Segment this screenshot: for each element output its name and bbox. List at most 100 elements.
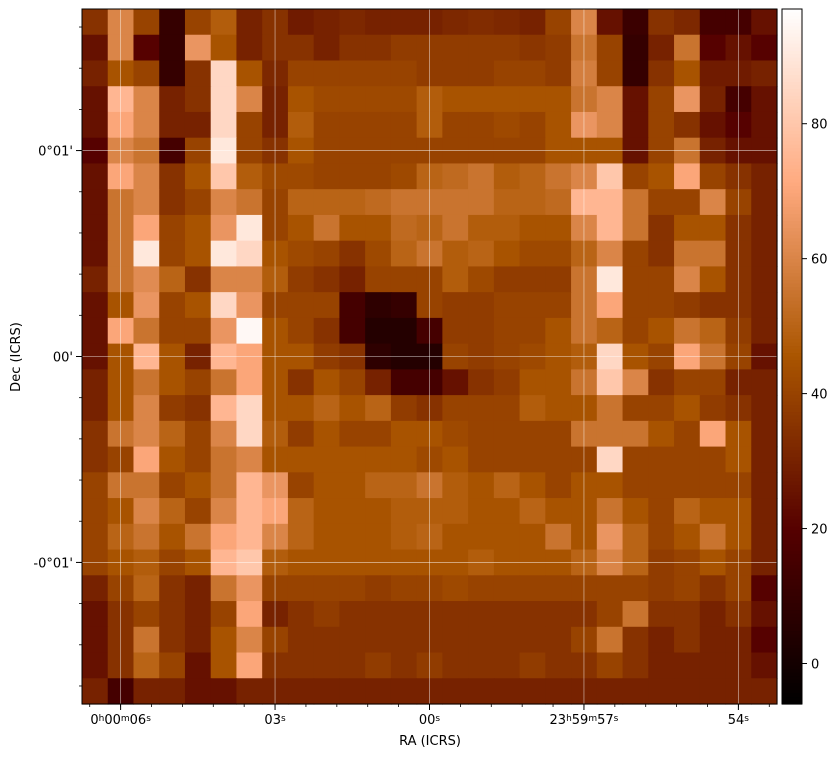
colorbar-segment [782,672,802,677]
heatmap-cell [674,523,701,551]
heatmap-cell [545,240,572,268]
heatmap-cell [287,189,315,216]
colorbar-segment [782,71,802,76]
heatmap-cell [133,317,160,345]
colorbar-segment [782,165,802,170]
colorbar-segment [782,613,802,618]
heatmap-cell [390,60,418,87]
heatmap-cell [365,523,392,551]
heatmap-cell [751,86,778,113]
heatmap-cell [390,420,418,448]
heatmap-cell [82,214,109,242]
heatmap-cell [365,240,392,268]
heatmap-cell [339,446,366,473]
colorbar-segment [782,179,802,184]
heatmap-cell [287,317,315,345]
heatmap-cell [236,523,263,551]
colorbar-segment [782,530,802,535]
colorbar-segment [782,686,802,691]
colorbar-segment [782,311,802,316]
colorbar-segment [782,9,802,14]
heatmap-cell [468,626,495,654]
heatmap-cell [82,9,109,36]
heatmap-cell [365,189,392,216]
colorbar-segment [782,29,802,34]
heatmap-cell [287,214,315,242]
y-tick-label: -0°01' [33,556,73,571]
heatmap-cell [365,446,392,473]
heatmap-cell [648,652,675,679]
heatmap-cell [313,601,341,628]
colorbar-segment [782,651,802,656]
colorbar-segment [782,47,802,52]
colorbar-segment [782,679,802,684]
heatmap-cell [82,111,109,139]
colorbar-segment [782,526,802,531]
heatmap-cell [674,601,701,628]
heatmap-cell [287,601,315,628]
heatmap-cell [210,266,238,293]
colorbar-segment [782,561,802,566]
heatmap-cell [365,601,392,628]
heatmap-cell [699,420,727,448]
heatmap-cell [339,601,366,628]
heatmap-cell [519,369,546,396]
heatmap-cell [313,34,341,62]
colorbar-segment [782,130,802,135]
colorbar-segment [782,335,802,340]
heatmap-cell [390,189,418,216]
colorbar-segment [782,644,802,649]
heatmap-cell [82,446,109,473]
colorbar-segment [782,533,802,538]
heatmap-cell [468,266,495,293]
colorbar-segment [782,189,802,194]
heatmap-cell [596,189,624,216]
heatmap-cell [236,9,263,36]
heatmap-cell [674,292,701,319]
heatmap-cell [159,678,186,705]
heatmap-cell [648,266,675,293]
heatmap-cell [545,498,572,525]
heatmap-cell [236,111,263,139]
heatmap-cell [596,60,624,87]
heatmap-cell [442,292,469,319]
heatmap-cell [210,420,238,448]
heatmap-cell [210,292,238,319]
heatmap-cell [210,652,238,679]
heatmap-cell [596,214,624,242]
heatmap-cell [339,34,366,62]
heatmap-cell [493,86,521,113]
heatmap-cell [468,446,495,473]
heatmap-cell [519,498,546,525]
heatmap-cell [751,34,778,62]
heatmap-cell [184,214,212,242]
colorbar-segment [782,446,802,451]
colorbar-segment [782,168,802,173]
colorbar-segment [782,412,802,417]
heatmap-cell [622,575,649,602]
heatmap-cell [648,292,675,319]
colorbar-segment [782,606,802,611]
heatmap-cell [236,652,263,679]
heatmap-cell [287,266,315,293]
heatmap-cell [622,292,649,319]
colorbar-segment [782,109,802,114]
heatmap-cell [184,9,212,36]
heatmap-cell [674,163,701,190]
heatmap-cell [699,111,727,139]
heatmap-cell [184,575,212,602]
colorbar-segment [782,398,802,403]
heatmap-cell [82,601,109,628]
heatmap-cell [442,60,469,87]
heatmap-cell [699,626,727,654]
colorbar-segment [782,429,802,434]
heatmap-cell [313,9,341,36]
colorbar-segment [782,325,802,330]
heatmap-cell [390,652,418,679]
heatmap-cell [236,575,263,602]
heatmap-cell [236,189,263,216]
heatmap-cell [622,472,649,499]
heatmap-cell [493,317,521,345]
heatmap-cell [674,678,701,705]
heatmap-cell [159,575,186,602]
